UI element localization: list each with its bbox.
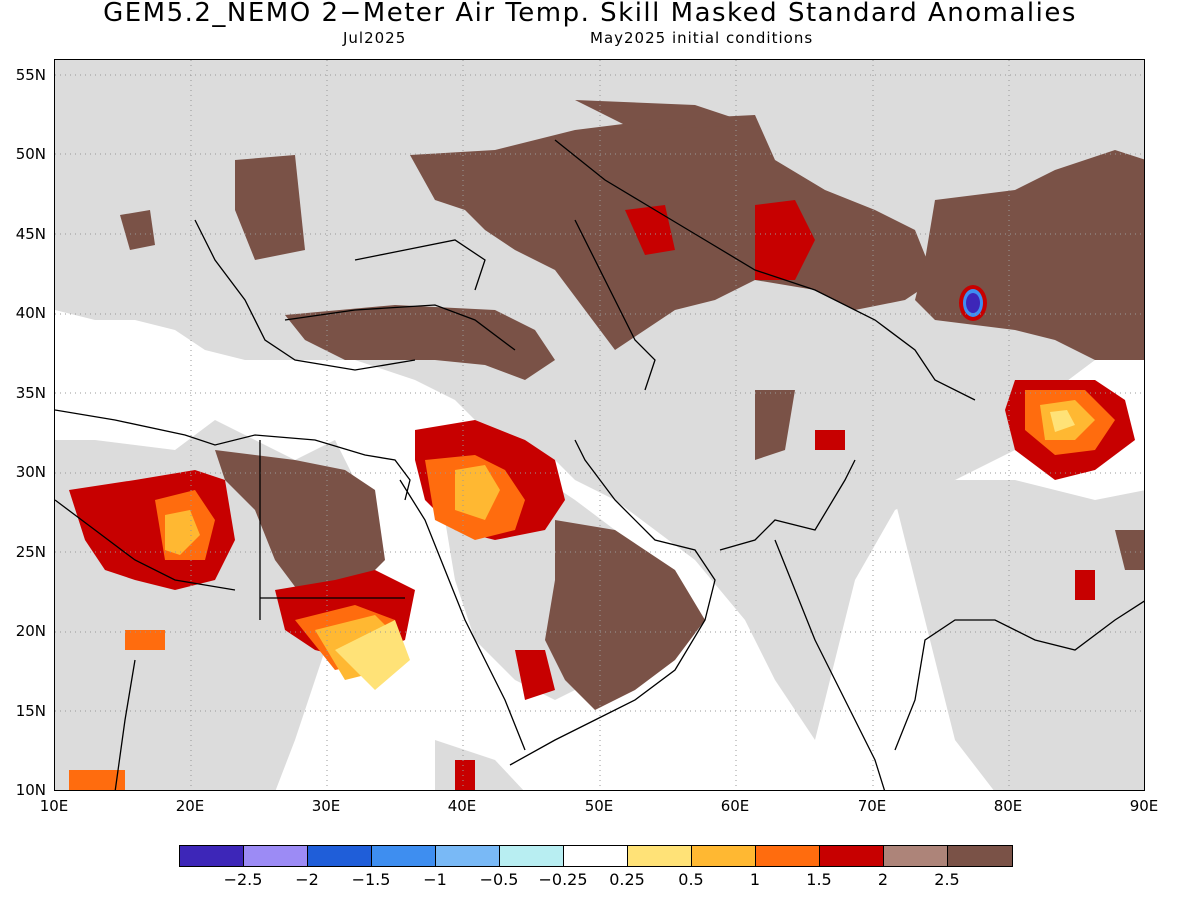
legend-label: 0.25 <box>609 870 645 889</box>
valid-month: Jul2025 <box>343 29 407 47</box>
lat-label: 40N <box>15 304 46 322</box>
legend-swatch <box>628 846 692 866</box>
legend-swatch <box>308 846 372 866</box>
anomaly-0-5 <box>335 410 1075 690</box>
lat-label: 50N <box>15 145 46 163</box>
legend-swatch <box>372 846 436 866</box>
legend-label: 0.5 <box>678 870 704 889</box>
graticule <box>55 60 1144 790</box>
legend-swatch <box>180 846 244 866</box>
anomaly-map <box>54 59 1145 791</box>
legend-swatch <box>500 846 564 866</box>
lon-label: 50E <box>584 797 614 815</box>
legend-swatch <box>564 846 628 866</box>
lat-label: 30N <box>15 463 46 481</box>
coastlines <box>55 139 1144 790</box>
legend-label: −0.5 <box>479 870 519 889</box>
lon-label: 80E <box>993 797 1023 815</box>
chart-title: GEM5.2_NEMO 2−Meter Air Temp. Skill Mask… <box>103 0 1077 28</box>
legend-label: −1 <box>423 870 447 889</box>
lat-label: 45N <box>15 225 46 243</box>
lat-label: 10N <box>15 781 46 799</box>
map-canvas <box>55 60 1144 790</box>
legend-swatch <box>244 846 308 866</box>
lat-label: 35N <box>15 384 46 402</box>
lon-label: 30E <box>311 797 341 815</box>
legend-label: 1 <box>749 870 761 889</box>
color-legend <box>179 845 1013 867</box>
legend-label: −2.5 <box>223 870 263 889</box>
legend-label: −1.5 <box>351 870 391 889</box>
lat-label: 15N <box>15 702 46 720</box>
legend-swatch <box>948 846 1012 866</box>
lon-label: 60E <box>720 797 750 815</box>
lon-label: 40E <box>447 797 477 815</box>
lon-label: 70E <box>857 797 887 815</box>
lon-label: 20E <box>175 797 205 815</box>
legend-label: −0.25 <box>538 870 588 889</box>
anomaly-negative <box>959 285 987 321</box>
lat-label: 55N <box>15 66 46 84</box>
legend-label: −2 <box>295 870 319 889</box>
legend-swatch <box>692 846 756 866</box>
legend-label: 2 <box>877 870 889 889</box>
lat-label: 25N <box>15 543 46 561</box>
lon-label: 90E <box>1129 797 1159 815</box>
legend-swatch <box>820 846 884 866</box>
legend-swatch <box>436 846 500 866</box>
legend-swatch <box>756 846 820 866</box>
legend-label: 2.5 <box>934 870 960 889</box>
legend-label: 1.5 <box>806 870 832 889</box>
lat-label: 20N <box>15 622 46 640</box>
lon-label: 10E <box>39 797 69 815</box>
init-conditions: May2025 initial conditions <box>590 29 814 47</box>
legend-swatch <box>884 846 948 866</box>
